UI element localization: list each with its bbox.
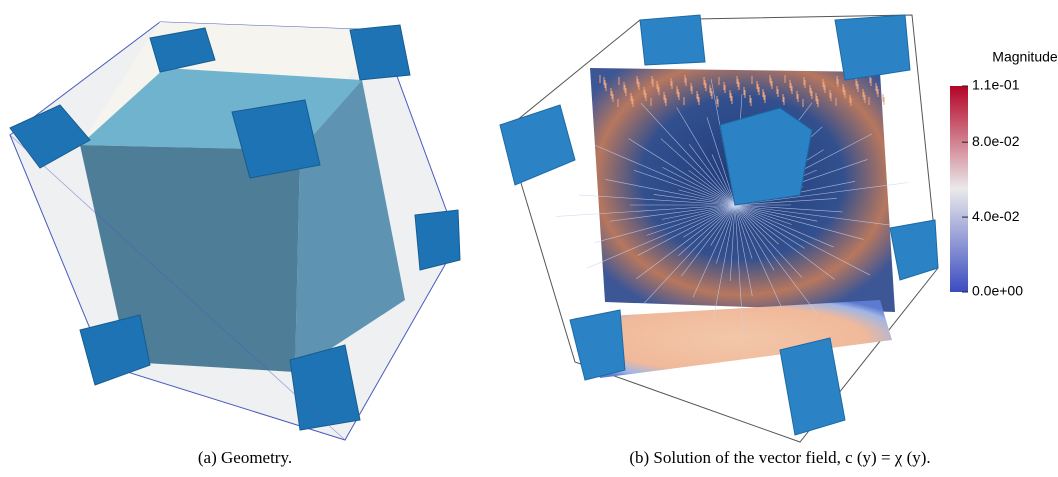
field-line — [676, 107, 736, 206]
field-line — [734, 198, 837, 206]
colorbar-title: Magnitude — [992, 49, 1058, 65]
field-line — [681, 204, 736, 277]
field-line — [556, 204, 736, 217]
field-line — [660, 138, 736, 206]
colorbar-ticks: 0.0e+00 4.0e-02 8.0e-02 1.1e-01 — [962, 77, 1023, 299]
field-line — [643, 204, 736, 304]
colorbar-tick-label: 8.0e-02 — [972, 133, 1020, 149]
colorbar-gradient — [950, 86, 968, 292]
field-line — [734, 204, 818, 222]
field-line — [734, 204, 835, 280]
field-line — [706, 117, 736, 206]
field-line — [605, 179, 736, 206]
field-line — [628, 138, 736, 206]
field-line — [678, 204, 736, 257]
field-line — [716, 204, 736, 264]
field-line — [653, 194, 736, 206]
field-line — [578, 194, 736, 206]
field-line — [662, 204, 736, 220]
colorbar-tick-label: 4.0e-02 — [972, 208, 1020, 224]
field-line — [734, 204, 775, 271]
field-line — [594, 144, 736, 206]
field-line — [734, 204, 834, 248]
vector-field-render — [499, 14, 939, 443]
field-line — [683, 204, 736, 238]
field-line — [729, 204, 736, 281]
colorbar-tick-label: 0.0e+00 — [972, 283, 1023, 299]
field-line — [734, 204, 744, 334]
field-line — [688, 144, 736, 206]
field-line — [587, 204, 736, 269]
field-line — [609, 204, 736, 222]
field-line — [678, 189, 736, 206]
field-line — [710, 204, 736, 246]
field-line — [734, 204, 818, 315]
field-line — [734, 204, 779, 245]
field-line — [734, 204, 803, 278]
caption: (a) Geometry. — [198, 448, 292, 467]
caption: (b) Solution of the vector field, c (y) … — [629, 448, 930, 467]
field-line — [734, 204, 864, 240]
field-line — [734, 204, 893, 226]
field-line — [734, 204, 805, 249]
field-line — [734, 182, 909, 206]
field-line — [734, 204, 843, 213]
field-line — [594, 204, 736, 243]
colorbar: Magnitude 0.0e+00 4.0e-02 8.0e-02 1.1e-01 — [950, 49, 1058, 299]
field-line — [640, 102, 736, 206]
field-line — [734, 204, 782, 308]
field-line — [637, 204, 736, 256]
field-line — [734, 204, 870, 276]
field-line — [713, 204, 736, 318]
field-line — [711, 154, 736, 206]
field-line — [734, 204, 753, 259]
colorbar-tick-label: 1.1e-01 — [972, 77, 1020, 93]
field-line — [636, 204, 736, 279]
field-line — [688, 170, 736, 206]
field-line — [734, 204, 792, 225]
field-line — [692, 204, 736, 298]
field-line — [662, 167, 736, 206]
field-line — [633, 170, 736, 206]
field-line — [734, 204, 753, 297]
geometry-render — [9, 21, 461, 441]
field-line — [646, 204, 736, 236]
